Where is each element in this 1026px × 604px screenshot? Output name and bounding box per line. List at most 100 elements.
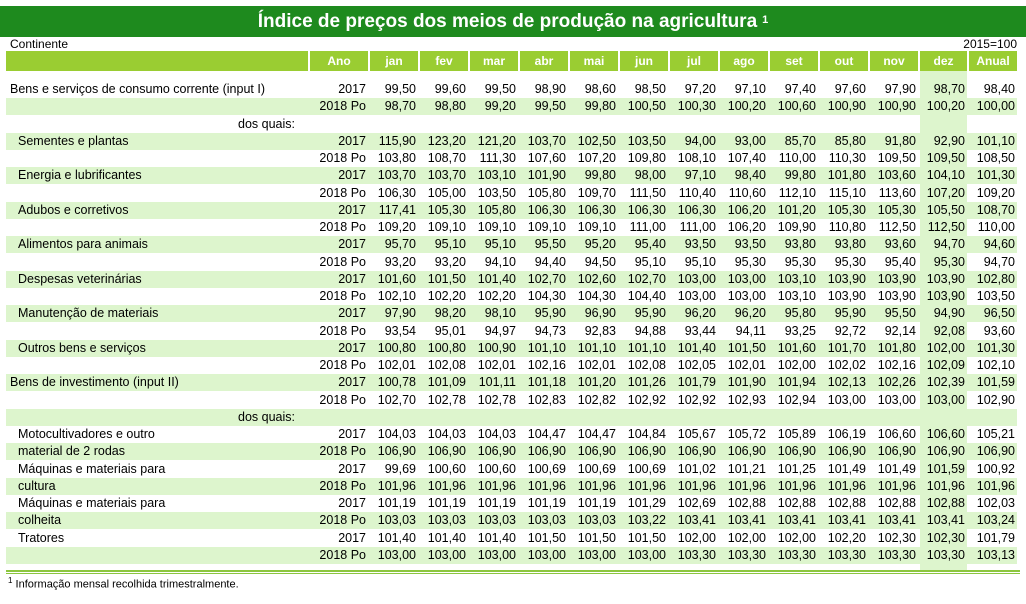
- value-cell-nov: 97,90: [884, 82, 916, 96]
- value-cell-jan: 103,70: [377, 168, 416, 182]
- value-cell-jul: 102,69: [677, 496, 716, 510]
- value-cell-jul: 103,30: [677, 548, 716, 562]
- value-cell-dez: 92,90: [933, 134, 965, 148]
- value-cell-mai: 100,69: [577, 462, 616, 476]
- row-label: Outros bens e serviços: [18, 341, 146, 355]
- row-label: Alimentos para animais: [18, 237, 148, 251]
- value-cell-ago: 103,00: [727, 289, 766, 303]
- row-label: Máquinas e materiais para: [18, 462, 166, 476]
- value-cell-set: 101,25: [777, 462, 816, 476]
- value-cell-nov: 93,60: [884, 237, 916, 251]
- value-cell-mar: 94,10: [484, 255, 516, 269]
- year-cell: 2017: [338, 237, 366, 251]
- value-cell-abr: 106,90: [527, 444, 566, 458]
- year-cell: 2018 Po: [319, 513, 366, 527]
- value-cell-anual: 103,24: [976, 513, 1015, 527]
- value-cell-set: 102,94: [777, 393, 816, 407]
- value-cell-mai: 104,47: [577, 427, 616, 441]
- value-cell-mar: 101,19: [477, 496, 516, 510]
- value-cell-fev: 93,20: [434, 255, 466, 269]
- value-cell-nov: 95,40: [884, 255, 916, 269]
- value-cell-anual: 94,60: [983, 237, 1015, 251]
- dez-column-highlight: [920, 71, 967, 570]
- value-cell-dez: 92,08: [933, 324, 965, 338]
- year-cell: 2017: [338, 375, 366, 389]
- value-cell-mar: 101,96: [477, 479, 516, 493]
- value-cell-out: 95,30: [834, 255, 866, 269]
- value-cell-jan: 100,80: [377, 341, 416, 355]
- value-cell-jun: 103,22: [627, 513, 666, 527]
- value-cell-dez: 103,90: [926, 272, 965, 286]
- value-cell-dez: 105,50: [926, 203, 965, 217]
- value-cell-jul: 95,10: [684, 255, 716, 269]
- value-cell-jun: 104,40: [627, 289, 666, 303]
- column-header-mai: mai: [570, 51, 618, 71]
- row-label: colheita: [18, 513, 62, 527]
- value-cell-ago: 101,96: [727, 479, 766, 493]
- value-cell-out: 102,20: [827, 531, 866, 545]
- value-cell-jun: 95,40: [634, 237, 666, 251]
- value-cell-nov: 106,60: [877, 427, 916, 441]
- column-header-out: out: [820, 51, 868, 71]
- value-cell-set: 103,30: [777, 548, 816, 562]
- footnote: 1 Informação mensal recolhida trimestral…: [8, 576, 239, 591]
- value-cell-out: 103,41: [827, 513, 866, 527]
- value-cell-mai: 106,30: [577, 203, 616, 217]
- value-cell-dez: 107,20: [926, 186, 965, 200]
- value-cell-jul: 102,92: [677, 393, 716, 407]
- column-header-set: set: [770, 51, 818, 71]
- value-cell-ago: 107,40: [727, 151, 766, 165]
- value-cell-anual: 106,90: [976, 444, 1015, 458]
- value-cell-fev: 95,01: [434, 324, 466, 338]
- value-cell-fev: 101,09: [427, 375, 466, 389]
- row-band: [6, 167, 1017, 184]
- value-cell-fev: 100,80: [427, 341, 466, 355]
- row-band: [6, 478, 1017, 495]
- value-cell-abr: 94,73: [534, 324, 566, 338]
- year-cell: 2017: [338, 306, 366, 320]
- value-cell-mar: 103,03: [477, 513, 516, 527]
- value-cell-abr: 101,90: [527, 168, 566, 182]
- value-cell-out: 101,49: [827, 462, 866, 476]
- value-cell-nov: 103,00: [877, 393, 916, 407]
- value-cell-jul: 97,10: [684, 168, 716, 182]
- value-cell-anual: 102,80: [976, 272, 1015, 286]
- value-cell-ago: 110,60: [728, 186, 766, 200]
- value-cell-jul: 93,44: [684, 324, 716, 338]
- value-cell-fev: 102,08: [427, 358, 466, 372]
- value-cell-fev: 105,30: [427, 203, 466, 217]
- subheading-dos-quais: dos quais:: [238, 117, 295, 131]
- row-label: Adubos e corretivos: [18, 203, 129, 217]
- value-cell-nov: 103,41: [877, 513, 916, 527]
- value-cell-anual: 101,10: [976, 134, 1015, 148]
- value-cell-fev: 101,96: [427, 479, 466, 493]
- row-band: [6, 547, 1017, 564]
- year-cell: 2018 Po: [319, 444, 366, 458]
- value-cell-mar: 98,10: [484, 306, 516, 320]
- value-cell-nov: 100,90: [877, 99, 916, 113]
- value-cell-jul: 105,67: [677, 427, 716, 441]
- value-cell-dez: 94,70: [933, 237, 965, 251]
- year-cell: 2018 Po: [319, 358, 366, 372]
- header-row: Ano jan fev mar abr mai jun jul ago set out nov dez A…: [6, 51, 1020, 71]
- value-cell-jun: 102,08: [627, 358, 666, 372]
- year-cell: 2017: [338, 168, 366, 182]
- value-cell-dez: 103,41: [926, 513, 965, 527]
- value-cell-out: 93,80: [834, 237, 866, 251]
- value-cell-jun: 102,70: [627, 272, 666, 286]
- year-cell: 2018 Po: [319, 186, 366, 200]
- value-cell-jul: 106,90: [677, 444, 716, 458]
- value-cell-dez: 102,09: [926, 358, 965, 372]
- column-header-ago: ago: [720, 51, 768, 71]
- value-cell-dez: 112,50: [927, 220, 965, 234]
- value-cell-jan: 100,78: [377, 375, 416, 389]
- value-cell-fev: 102,78: [427, 393, 466, 407]
- value-cell-abr: 99,50: [534, 99, 566, 113]
- value-cell-anual: 101,30: [976, 341, 1015, 355]
- value-cell-anual: 108,70: [976, 203, 1015, 217]
- value-cell-dez: 94,90: [933, 306, 965, 320]
- value-cell-fev: 101,19: [427, 496, 466, 510]
- value-cell-nov: 106,90: [877, 444, 916, 458]
- value-cell-dez: 95,30: [933, 255, 965, 269]
- value-cell-set: 85,70: [784, 134, 816, 148]
